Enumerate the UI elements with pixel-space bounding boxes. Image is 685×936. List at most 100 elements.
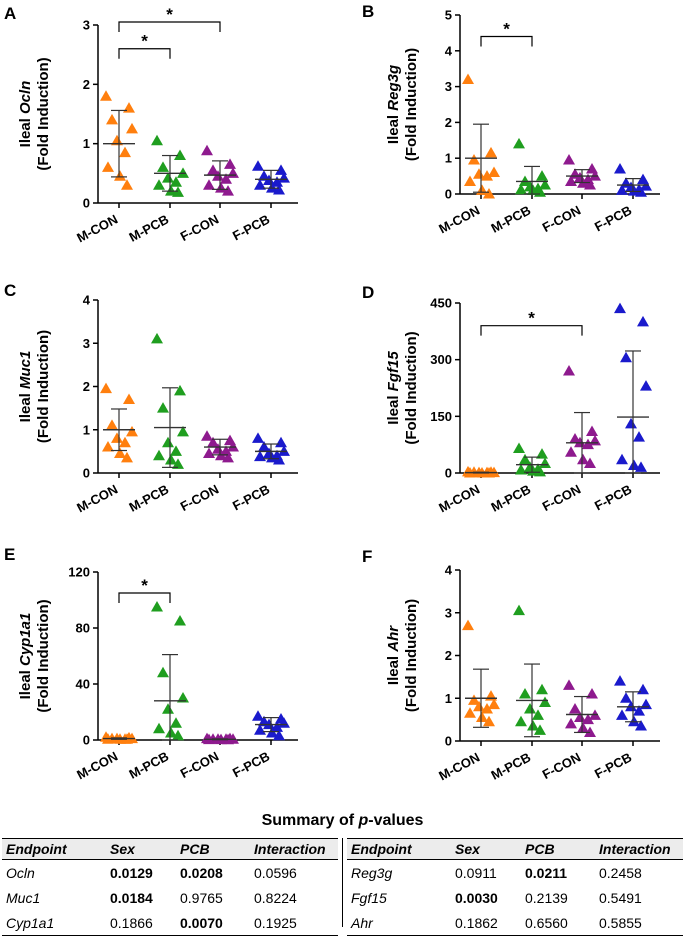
data-point <box>222 185 234 196</box>
x-tick-label: F-CON <box>178 481 221 514</box>
y-tick-label: 0 <box>445 466 452 481</box>
data-point <box>513 137 525 149</box>
data-point <box>584 179 596 190</box>
data-point <box>640 698 652 710</box>
data-point <box>102 441 114 452</box>
data-point <box>151 332 163 344</box>
data-point <box>628 185 640 196</box>
table-row: Reg3g 0.0911 0.0211 0.2458 <box>347 860 683 886</box>
y-tick-label: 4 <box>445 563 453 578</box>
y-tick-label: 450 <box>430 296 452 311</box>
data-point <box>207 436 219 448</box>
data-point <box>515 183 527 195</box>
endpoint-cell: Ocln <box>6 864 35 881</box>
table-header-row: Endpoint Sex PCB Interaction <box>2 838 338 860</box>
data-point <box>483 188 495 199</box>
table-divider <box>342 838 343 927</box>
data-point <box>635 461 647 472</box>
sex-cell: 0.1862 <box>451 910 521 936</box>
pcb-cell: 0.9765 <box>180 889 223 906</box>
header-pcb: PCB <box>176 838 250 860</box>
x-tick-label: F-CON <box>178 748 221 781</box>
data-point <box>222 451 234 463</box>
data-point <box>625 700 637 712</box>
data-point <box>201 430 213 441</box>
data-point <box>174 149 186 161</box>
data-point <box>563 679 575 690</box>
interaction-cell: 0.5855 <box>595 910 683 936</box>
x-tick-label: M-PCB <box>127 211 172 244</box>
data-point <box>254 179 266 190</box>
data-point <box>614 162 626 174</box>
y-tick-label: 80 <box>76 621 90 636</box>
pcb-cell: 0.6560 <box>521 910 595 936</box>
data-point <box>100 90 112 101</box>
sex-cell: 0.0030 <box>455 889 498 906</box>
data-point <box>519 175 531 186</box>
panel-letter: C <box>4 281 16 300</box>
data-point <box>165 727 177 738</box>
data-point <box>170 445 182 456</box>
data-point <box>119 146 131 158</box>
interaction-cell: 0.0596 <box>254 864 297 881</box>
data-point <box>151 601 163 612</box>
data-point <box>485 146 497 158</box>
significance-star: * <box>141 32 148 51</box>
data-point <box>637 683 649 695</box>
data-point <box>527 720 539 731</box>
data-point <box>252 710 264 721</box>
data-point <box>258 441 270 452</box>
data-point <box>565 175 577 186</box>
data-point <box>227 441 239 452</box>
sex-cell: 0.0129 <box>110 864 153 881</box>
data-point <box>515 463 527 475</box>
data-point <box>177 425 189 437</box>
y-axis-title-unit: (Fold Induction) <box>403 331 420 444</box>
data-point <box>539 457 551 469</box>
data-point <box>162 172 174 183</box>
significance-star: * <box>503 19 510 38</box>
y-axis-title: Ileal Muc1(Fold Induction) <box>17 330 52 443</box>
data-point <box>565 717 577 729</box>
data-point <box>534 724 546 735</box>
x-tick-label: M-PCB <box>489 749 534 782</box>
data-point <box>271 721 283 732</box>
significance-star: * <box>141 576 148 595</box>
data-point <box>271 176 283 187</box>
data-point <box>616 453 628 465</box>
data-point <box>106 113 118 125</box>
data-point <box>162 703 174 714</box>
x-tick-label: M-CON <box>436 481 482 515</box>
data-point <box>620 351 632 363</box>
data-point <box>473 700 485 712</box>
data-point <box>170 717 182 728</box>
data-point <box>519 453 531 465</box>
x-tick-label: M-CON <box>74 748 120 782</box>
data-point <box>153 449 165 461</box>
endpoint-cell: Reg3g <box>351 864 393 881</box>
x-tick-label: F-CON <box>178 211 221 244</box>
data-point <box>574 436 586 448</box>
y-axis-title-prefix: Ileal <box>17 114 34 147</box>
table-row: Ahr 0.1862 0.6560 0.5855 <box>347 910 683 936</box>
data-point <box>165 454 177 465</box>
data-point <box>589 170 601 181</box>
data-point <box>640 380 652 391</box>
y-axis-title-gene: Reg3g <box>385 65 402 111</box>
interaction-cell: 0.8224 <box>254 889 297 906</box>
y-tick-label: 40 <box>76 677 90 692</box>
x-tick-label: F-CON <box>540 481 583 514</box>
interaction-cell: 0.2458 <box>599 864 642 881</box>
y-tick-label: 0 <box>83 196 90 211</box>
data-point <box>633 431 645 442</box>
endpoint-cell: Ahr <box>347 910 451 936</box>
summary-title: Summary of p-values <box>0 812 685 830</box>
data-point <box>513 604 525 616</box>
data-point <box>468 153 480 165</box>
y-axis-title-unit: (Fold Induction) <box>403 48 420 161</box>
x-tick-label: F-PCB <box>592 749 634 781</box>
data-point <box>114 170 126 181</box>
data-point <box>111 134 123 146</box>
significance-bracket <box>480 325 583 336</box>
x-tick-label: F-PCB <box>230 481 272 513</box>
